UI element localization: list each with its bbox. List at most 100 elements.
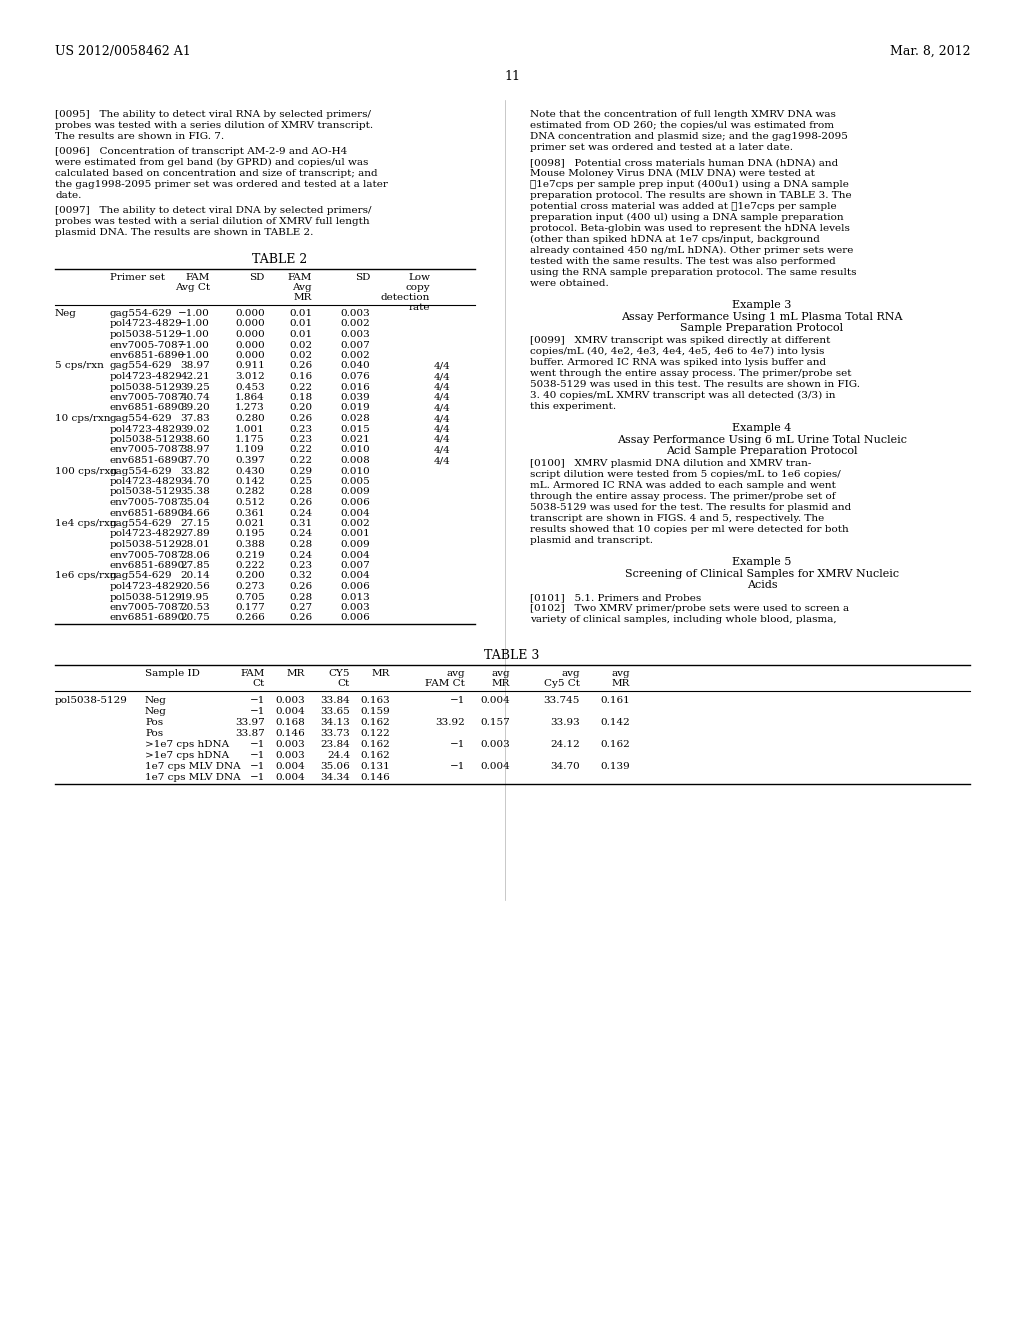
Text: date.: date. xyxy=(55,191,81,201)
Text: 0.004: 0.004 xyxy=(275,762,305,771)
Text: 0.219: 0.219 xyxy=(236,550,265,560)
Text: 4/4: 4/4 xyxy=(433,383,450,392)
Text: 39.25: 39.25 xyxy=(180,383,210,392)
Text: 4/4: 4/4 xyxy=(433,362,450,371)
Text: 34.34: 34.34 xyxy=(321,774,350,781)
Text: −1: −1 xyxy=(450,762,465,771)
Text: 0.159: 0.159 xyxy=(360,708,390,715)
Text: through the entire assay process. The primer/probe set of: through the entire assay process. The pr… xyxy=(530,492,836,502)
Text: pol4723-4829: pol4723-4829 xyxy=(110,477,183,486)
Text: >1e7 cps hDNA: >1e7 cps hDNA xyxy=(145,741,229,748)
Text: 0.162: 0.162 xyxy=(360,741,390,748)
Text: 0.453: 0.453 xyxy=(236,383,265,392)
Text: 0.32: 0.32 xyxy=(289,572,312,581)
Text: 0.131: 0.131 xyxy=(360,762,390,771)
Text: 100 cps/rxn: 100 cps/rxn xyxy=(55,466,117,475)
Text: ≧1e7cps per sample prep input (400u1) using a DNA sample: ≧1e7cps per sample prep input (400u1) us… xyxy=(530,180,849,189)
Text: pol4723-4829: pol4723-4829 xyxy=(110,425,183,433)
Text: SD: SD xyxy=(354,273,370,282)
Text: 4/4: 4/4 xyxy=(433,436,450,444)
Text: −1.00: −1.00 xyxy=(178,309,210,318)
Text: [0102]   Two XMRV primer/probe sets were used to screen a: [0102] Two XMRV primer/probe sets were u… xyxy=(530,605,849,612)
Text: transcript are shown in FIGS. 4 and 5, respectively. The: transcript are shown in FIGS. 4 and 5, r… xyxy=(530,513,824,523)
Text: 0.142: 0.142 xyxy=(236,477,265,486)
Text: 0.26: 0.26 xyxy=(289,498,312,507)
Text: 38.97: 38.97 xyxy=(180,362,210,371)
Text: 10 cps/rxn: 10 cps/rxn xyxy=(55,414,111,422)
Text: 40.74: 40.74 xyxy=(180,393,210,403)
Text: 0.23: 0.23 xyxy=(289,436,312,444)
Text: 33.92: 33.92 xyxy=(435,718,465,727)
Text: 3.012: 3.012 xyxy=(236,372,265,381)
Text: 0.26: 0.26 xyxy=(289,414,312,422)
Text: −1.00: −1.00 xyxy=(178,319,210,329)
Text: 34.70: 34.70 xyxy=(180,477,210,486)
Text: Ct: Ct xyxy=(253,678,265,688)
Text: were obtained.: were obtained. xyxy=(530,279,608,288)
Text: 0.139: 0.139 xyxy=(600,762,630,771)
Text: 1e6 cps/rxn: 1e6 cps/rxn xyxy=(55,572,117,581)
Text: preparation protocol. The results are shown in TABLE 3. The: preparation protocol. The results are sh… xyxy=(530,191,852,201)
Text: 0.02: 0.02 xyxy=(289,351,312,360)
Text: 0.25: 0.25 xyxy=(289,477,312,486)
Text: 0.24: 0.24 xyxy=(289,550,312,560)
Text: 0.000: 0.000 xyxy=(236,309,265,318)
Text: 0.146: 0.146 xyxy=(275,729,305,738)
Text: 1.273: 1.273 xyxy=(236,404,265,412)
Text: Ct: Ct xyxy=(338,678,350,688)
Text: −1.00: −1.00 xyxy=(178,341,210,350)
Text: 0.26: 0.26 xyxy=(289,582,312,591)
Text: 0.177: 0.177 xyxy=(236,603,265,612)
Text: 0.02: 0.02 xyxy=(289,341,312,350)
Text: 1e4 cps/rxn: 1e4 cps/rxn xyxy=(55,519,117,528)
Text: buffer. Armored IC RNA was spiked into lysis buffer and: buffer. Armored IC RNA was spiked into l… xyxy=(530,358,826,367)
Text: 0.157: 0.157 xyxy=(480,718,510,727)
Text: already contained 450 ng/mL hDNA). Other primer sets were: already contained 450 ng/mL hDNA). Other… xyxy=(530,246,853,255)
Text: 0.28: 0.28 xyxy=(289,487,312,496)
Text: 0.004: 0.004 xyxy=(340,572,370,581)
Text: pol4723-4829: pol4723-4829 xyxy=(110,319,183,329)
Text: 3. 40 copies/mL XMRV transcript was all detected (3/3) in: 3. 40 copies/mL XMRV transcript was all … xyxy=(530,391,836,400)
Text: gag554-629: gag554-629 xyxy=(110,466,173,475)
Text: [0100]   XMRV plasmid DNA dilution and XMRV tran-: [0100] XMRV plasmid DNA dilution and XMR… xyxy=(530,459,811,469)
Text: 0.26: 0.26 xyxy=(289,362,312,371)
Text: 33.65: 33.65 xyxy=(321,708,350,715)
Text: 28.06: 28.06 xyxy=(180,550,210,560)
Text: avg: avg xyxy=(446,669,465,678)
Text: Pos: Pos xyxy=(145,729,163,738)
Text: 0.004: 0.004 xyxy=(275,774,305,781)
Text: 27.85: 27.85 xyxy=(180,561,210,570)
Text: (other than spiked hDNA at 1e7 cps/input, background: (other than spiked hDNA at 1e7 cps/input… xyxy=(530,235,820,244)
Text: probes was tested with a series dilution of XMRV transcript.: probes was tested with a series dilution… xyxy=(55,121,373,129)
Text: 0.22: 0.22 xyxy=(289,446,312,454)
Text: 0.273: 0.273 xyxy=(236,582,265,591)
Text: −1: −1 xyxy=(450,696,465,705)
Text: 37.83: 37.83 xyxy=(180,414,210,422)
Text: Assay Performance Using 6 mL Urine Total Nucleic: Assay Performance Using 6 mL Urine Total… xyxy=(617,436,907,445)
Text: 0.004: 0.004 xyxy=(275,708,305,715)
Text: Avg Ct: Avg Ct xyxy=(175,282,210,292)
Text: Mouse Moloney Virus DNA (MLV DNA) were tested at: Mouse Moloney Virus DNA (MLV DNA) were t… xyxy=(530,169,815,178)
Text: 0.040: 0.040 xyxy=(340,362,370,371)
Text: 0.142: 0.142 xyxy=(600,718,630,727)
Text: 19.95: 19.95 xyxy=(180,593,210,602)
Text: 0.003: 0.003 xyxy=(340,309,370,318)
Text: avg: avg xyxy=(561,669,580,678)
Text: 0.003: 0.003 xyxy=(275,741,305,748)
Text: env6851-6890: env6851-6890 xyxy=(110,455,185,465)
Text: 0.006: 0.006 xyxy=(340,498,370,507)
Text: 0.20: 0.20 xyxy=(289,404,312,412)
Text: 35.06: 35.06 xyxy=(321,762,350,771)
Text: Cy5 Ct: Cy5 Ct xyxy=(544,678,580,688)
Text: gag554-629: gag554-629 xyxy=(110,414,173,422)
Text: 0.076: 0.076 xyxy=(340,372,370,381)
Text: 0.512: 0.512 xyxy=(236,498,265,507)
Text: 0.23: 0.23 xyxy=(289,561,312,570)
Text: 23.84: 23.84 xyxy=(321,741,350,748)
Text: SD: SD xyxy=(250,273,265,282)
Text: Acids: Acids xyxy=(746,579,777,590)
Text: probes was tested with a serial dilution of XMRV full length: probes was tested with a serial dilution… xyxy=(55,216,370,226)
Text: 34.13: 34.13 xyxy=(321,718,350,727)
Text: 0.397: 0.397 xyxy=(236,455,265,465)
Text: [0096]   Concentration of transcript AM-2-9 and AO-H4: [0096] Concentration of transcript AM-2-… xyxy=(55,147,347,156)
